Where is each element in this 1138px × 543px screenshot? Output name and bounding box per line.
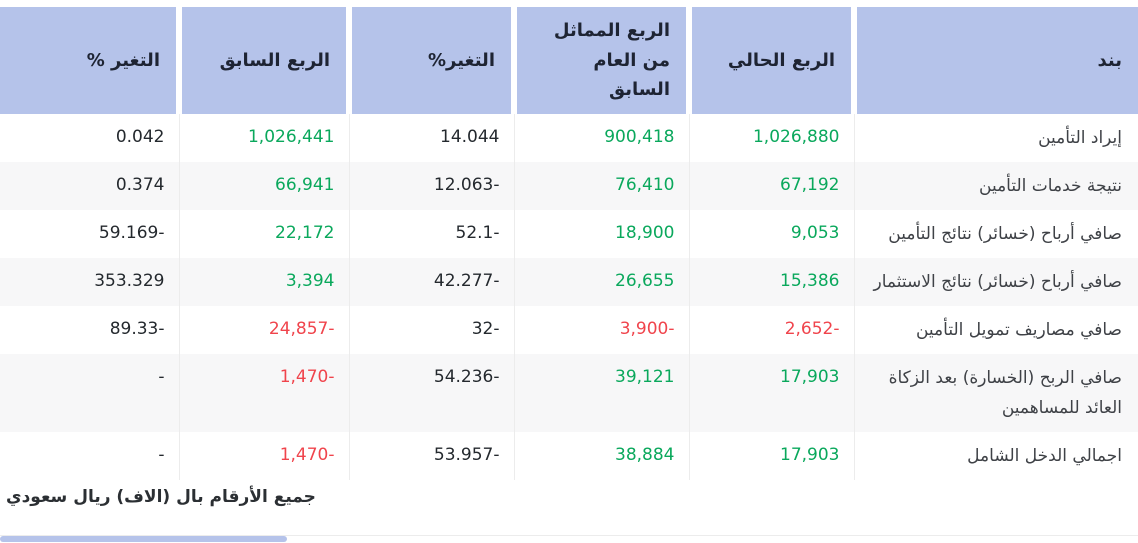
value: 900,418 (604, 127, 675, 147)
cell-change-qoq: 0.374 (0, 162, 179, 210)
cell-previous-quarter: 1,470- (178, 354, 349, 432)
cell-previous-quarter: 22,172 (178, 210, 349, 258)
value: 0.042 (115, 127, 165, 147)
cell-current-quarter: 17,903 (688, 354, 854, 432)
cell-current-quarter: 17,903 (688, 432, 854, 480)
cell-previous-quarter: 1,470- (178, 432, 349, 480)
cell-change-yoy: 14.044 (348, 114, 514, 162)
table-row: صافي الربح (الخسارة) بعد الزكاة العائد ل… (0, 354, 1138, 432)
cell-current-quarter: 1,026,880 (688, 114, 854, 162)
value: 3,394 (285, 271, 335, 291)
header-row: بند الربع الحالي الربع المماثل من العام … (0, 7, 1138, 114)
cell-current-quarter: 15,386 (688, 258, 854, 306)
cell-previous-quarter: 1,026,441 (178, 114, 349, 162)
value: 22,172 (275, 223, 335, 243)
value: 67,192 (780, 175, 840, 195)
value: 2,652- (784, 319, 840, 339)
value: 1,026,880 (752, 127, 840, 147)
value: 54.236- (433, 367, 500, 387)
cell-change-yoy: 12.063- (348, 162, 514, 210)
value: 18,900 (615, 223, 675, 243)
cell-change-yoy: 54.236- (348, 354, 514, 432)
cell-current-quarter: 2,652- (688, 306, 854, 354)
cell-change-qoq: 0.042 (0, 114, 179, 162)
cell-previous-quarter: 66,941 (178, 162, 349, 210)
cell-item-label: إيراد التأمين (853, 114, 1138, 162)
table-row: إيراد التأمين 1,026,880 900,418 14.044 1… (0, 114, 1138, 162)
value: 12.063- (433, 175, 500, 195)
cell-same-quarter-prev-year: 900,418 (513, 114, 689, 162)
cell-same-quarter-prev-year: 39,121 (513, 354, 689, 432)
cell-previous-quarter: 3,394 (178, 258, 349, 306)
value: 9,053 (790, 223, 840, 243)
value: - (158, 445, 165, 465)
table-row: نتيجة خدمات التأمين 67,192 76,410 12.063… (0, 162, 1138, 210)
cell-change-qoq: 59.169- (0, 210, 179, 258)
cell-item-label: صافي الربح (الخسارة) بعد الزكاة العائد ل… (853, 354, 1138, 432)
table-row: اجمالي الدخل الشامل 17,903 38,884 53.957… (0, 432, 1138, 480)
horizontal-scrollbar[interactable] (0, 536, 287, 542)
value: 53.957- (433, 445, 500, 465)
table-row: صافي مصاريف تمويل التأمين 2,652- 3,900- … (0, 306, 1138, 354)
column-header-previous-quarter: الربع السابق (176, 7, 349, 114)
financial-results-table: بند الربع الحالي الربع المماثل من العام … (0, 7, 1138, 480)
cell-change-yoy: 32- (348, 306, 514, 354)
table-row: صافي أرباح (خسائر) نتائج التأمين 9,053 1… (0, 210, 1138, 258)
bottom-divider (0, 535, 1138, 536)
value: 52.1- (455, 223, 500, 243)
value: 1,026,441 (247, 127, 335, 147)
value: 1,470- (279, 367, 335, 387)
value: 39,121 (615, 367, 675, 387)
value: 0.374 (115, 175, 165, 195)
column-header-same-quarter-prev-year: الربع المماثل من العام السابق (511, 7, 689, 114)
cell-same-quarter-prev-year: 76,410 (513, 162, 689, 210)
cell-item-label: صافي أرباح (خسائر) نتائج التأمين (853, 210, 1138, 258)
cell-change-qoq: 89.33- (0, 306, 179, 354)
value: 59.169- (98, 223, 165, 243)
cell-item-label: صافي أرباح (خسائر) نتائج الاستثمار (853, 258, 1138, 306)
cell-same-quarter-prev-year: 3,900- (513, 306, 689, 354)
value: 24,857- (268, 319, 335, 339)
cell-change-qoq: - (0, 354, 179, 432)
value: 3,900- (619, 319, 675, 339)
column-header-change-qoq: التغير % (0, 7, 179, 114)
table-row: صافي أرباح (خسائر) نتائج الاستثمار 15,38… (0, 258, 1138, 306)
value: 38,884 (615, 445, 675, 465)
value: 89.33- (109, 319, 165, 339)
value: 1,470- (279, 445, 335, 465)
value: - (158, 367, 165, 387)
cell-same-quarter-prev-year: 18,900 (513, 210, 689, 258)
cell-item-label: اجمالي الدخل الشامل (853, 432, 1138, 480)
value: 14.044 (440, 127, 500, 147)
column-header-current-quarter: الربع الحالي (686, 7, 854, 114)
cell-change-yoy: 52.1- (348, 210, 514, 258)
value: 76,410 (615, 175, 675, 195)
value: 66,941 (275, 175, 335, 195)
cell-item-label: نتيجة خدمات التأمين (853, 162, 1138, 210)
cell-same-quarter-prev-year: 26,655 (513, 258, 689, 306)
column-header-item: بند (851, 7, 1138, 114)
cell-change-qoq: - (0, 432, 179, 480)
cell-change-yoy: 42.277- (348, 258, 514, 306)
cell-same-quarter-prev-year: 38,884 (513, 432, 689, 480)
value: 17,903 (780, 367, 840, 387)
value: 353.329 (94, 271, 165, 291)
cell-item-label: صافي مصاريف تمويل التأمين (853, 306, 1138, 354)
value: 26,655 (615, 271, 675, 291)
units-footnote: جميع الأرقام بال (الاف) ريال سعودي (6, 487, 316, 507)
value: 32- (471, 319, 500, 339)
value: 42.277- (433, 271, 500, 291)
cell-change-qoq: 353.329 (0, 258, 179, 306)
cell-change-yoy: 53.957- (348, 432, 514, 480)
cell-current-quarter: 9,053 (688, 210, 854, 258)
cell-previous-quarter: 24,857- (178, 306, 349, 354)
table-body: إيراد التأمين 1,026,880 900,418 14.044 1… (0, 114, 1138, 480)
cell-current-quarter: 67,192 (688, 162, 854, 210)
column-header-change-yoy: التغير% (346, 7, 514, 114)
value: 17,903 (780, 445, 840, 465)
value: 15,386 (780, 271, 840, 291)
table-header: بند الربع الحالي الربع المماثل من العام … (0, 7, 1138, 114)
